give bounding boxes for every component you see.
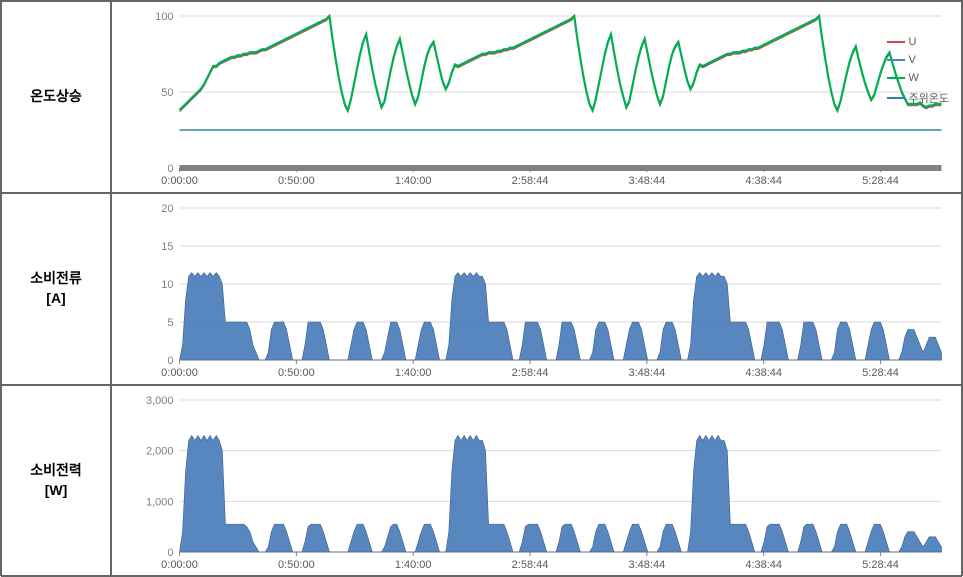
svg-text:20: 20 (161, 203, 173, 215)
label-text-2: 소비전력[W] (30, 461, 82, 500)
svg-text:0:00:00: 0:00:00 (161, 559, 198, 571)
svg-text:50: 50 (161, 87, 173, 99)
svg-text:5:28:44: 5:28:44 (862, 559, 899, 571)
svg-text:10: 10 (161, 279, 173, 291)
svg-text:4:38:44: 4:38:44 (745, 559, 782, 571)
legend-item: W (887, 72, 949, 84)
svg-text:0:50:00: 0:50:00 (278, 367, 315, 379)
power-svg: 0 1,000 2,000 3,000 0:00:00 0:50:00 1:40:00 2:5… (116, 390, 953, 574)
row-label-temperature: 온도상승 (1, 1, 111, 193)
row-label-power: 소비전력[W] (1, 385, 111, 577)
svg-text:15: 15 (161, 241, 173, 253)
legend-item: V (887, 54, 949, 66)
svg-text:5: 5 (167, 317, 173, 329)
temperature-legend: UVW 주위온도 (887, 36, 949, 112)
chart-grid: 온도상승 0501000:00:000:50:001:40:002:58:443… (0, 0, 963, 576)
svg-text:0:00:00: 0:00:00 (161, 367, 198, 379)
svg-text:2:58:44: 2:58:44 (512, 559, 549, 571)
svg-text:0: 0 (167, 547, 173, 559)
svg-text:4:38:44: 4:38:44 (745, 175, 782, 187)
svg-text:2,000: 2,000 (146, 446, 174, 458)
svg-text:0: 0 (167, 355, 173, 367)
power-chart: 0 1,000 2,000 3,000 0:00:00 0:50:00 1:40:00 2:5… (111, 385, 962, 577)
svg-text:1:40:00: 1:40:00 (395, 367, 432, 379)
svg-text:0: 0 (167, 163, 173, 175)
svg-text:2:58:44: 2:58:44 (512, 175, 549, 187)
temperature-svg: 0 50 100 0:00:00 0:50:00 1:40:00 2:58:44 3:48:4… (116, 6, 953, 190)
svg-text:1:40:00: 1:40:00 (395, 559, 432, 571)
row-label-current: 소비전류[A] (1, 193, 111, 385)
temperature-chart: 0 50 100 0:00:00 0:50:00 1:40:00 2:58:44 3:48:4… (111, 1, 962, 193)
svg-text:0:50:00: 0:50:00 (278, 559, 315, 571)
svg-text:1,000: 1,000 (146, 496, 174, 508)
legend-item: 주위온도 (887, 90, 949, 106)
svg-text:3:48:44: 3:48:44 (629, 175, 666, 187)
label-text-0: 온도상승 (30, 87, 82, 107)
label-text-1: 소비전류[A] (30, 269, 82, 308)
current-svg: 0 5 10 15 20 0:00:00 0:50:00 1:40:00 2:58:44 3:48… (116, 198, 953, 382)
svg-text:3:48:44: 3:48:44 (629, 559, 666, 571)
svg-text:4:38:44: 4:38:44 (745, 367, 782, 379)
svg-text:5:28:44: 5:28:44 (862, 367, 899, 379)
svg-text:100: 100 (155, 11, 173, 23)
svg-text:1:40:00: 1:40:00 (395, 175, 432, 187)
svg-text:2:58:44: 2:58:44 (512, 367, 549, 379)
svg-text:3:48:44: 3:48:44 (629, 367, 666, 379)
svg-text:0:00:00: 0:00:00 (161, 175, 198, 187)
legend-item: U (887, 36, 949, 48)
svg-text:0:50:00: 0:50:00 (278, 175, 315, 187)
svg-text:5:28:44: 5:28:44 (862, 175, 899, 187)
svg-text:3,000: 3,000 (146, 395, 174, 407)
current-chart: 0 5 10 15 20 0:00:00 0:50:00 1:40:00 2:58:44 3:48… (111, 193, 962, 385)
